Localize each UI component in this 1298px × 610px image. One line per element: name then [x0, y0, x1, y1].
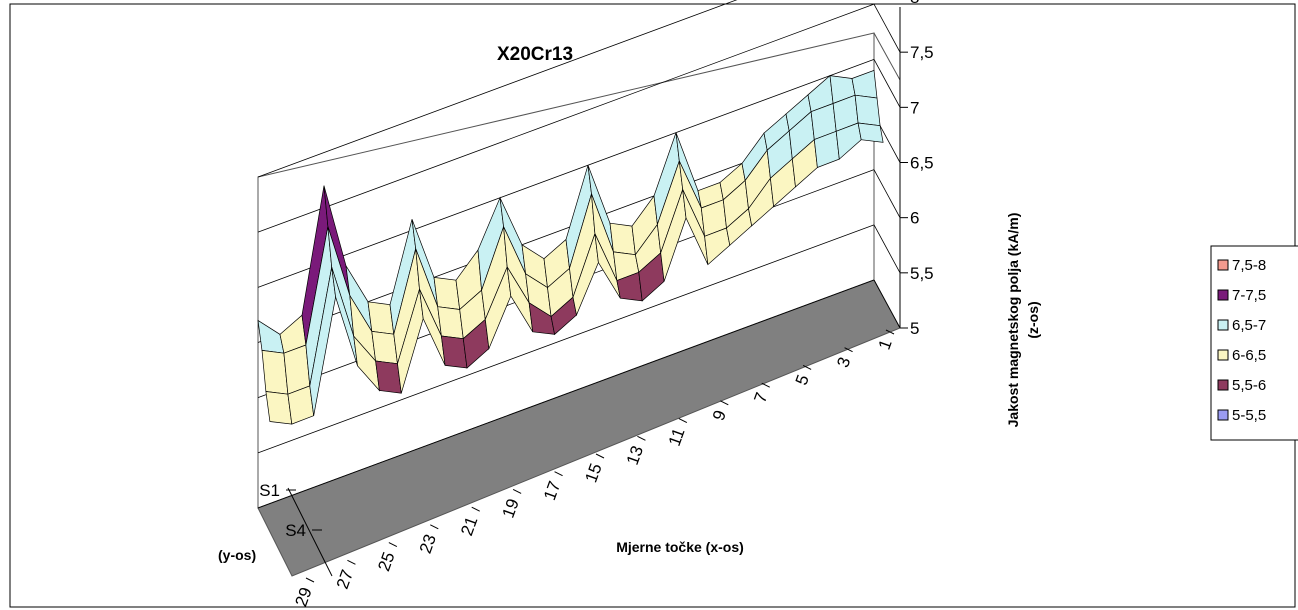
x-tick-mark — [430, 524, 439, 530]
chart-title: X20Cr13 — [497, 44, 573, 65]
z-axis-title: Jakost magnetskog polja (kA/m) — [1005, 213, 1021, 428]
legend-box — [1210, 245, 1298, 441]
surface-cell — [433, 276, 461, 310]
z-axis-ticks: 5 5,5 6 6,5 7 7,5 8 — [899, 0, 934, 338]
gridline — [257, 3, 875, 233]
surface-plot — [257, 69, 884, 425]
z-tick-label: 6,5 — [910, 154, 934, 173]
x-tick-mark — [802, 364, 812, 370]
legend-label: 5,5-6 — [1232, 377, 1266, 394]
x-tick-mark — [637, 435, 646, 441]
surface-cell — [857, 122, 884, 143]
x-tick-label: 11 — [665, 425, 689, 448]
x-tick-mark — [678, 418, 688, 424]
y-axis-line — [287, 487, 333, 577]
legend-label: 7-7,5 — [1232, 287, 1266, 304]
z-tick-label: 5,5 — [910, 264, 934, 283]
gridline-side — [873, 224, 901, 274]
x-tick-mark — [305, 577, 315, 583]
legend-swatch — [1217, 379, 1229, 391]
surface-cell — [440, 335, 468, 369]
legend-label: 7,5-8 — [1232, 257, 1266, 274]
z-axis-title-unit-line: (z-os) — [1025, 301, 1041, 338]
surface-cell — [854, 94, 881, 127]
y-tick-label: S1 — [259, 481, 280, 500]
legend-label: 6-6,5 — [1232, 347, 1266, 364]
z-tick-label: 8 — [910, 0, 919, 7]
z-tick-label: 7 — [910, 98, 919, 117]
y-tick-label: S4 — [285, 521, 306, 540]
y-axis-ticks: S1 S4 — [259, 481, 333, 577]
gridline-side — [873, 59, 901, 108]
x-tick-mark — [388, 542, 398, 548]
z-tick-label: 6 — [910, 209, 919, 228]
side-wall — [873, 32, 901, 329]
x-tick-mark — [595, 453, 605, 459]
z-tick-label: 5 — [910, 319, 919, 338]
x-tick-mark — [761, 382, 770, 388]
legend-swatch — [1217, 259, 1229, 271]
legend-label: 5-5,5 — [1232, 407, 1266, 424]
gridline — [257, 224, 875, 454]
surface-cell — [283, 344, 311, 395]
legend-swatch — [1217, 319, 1229, 331]
gridline-side — [873, 3, 901, 53]
legend-swatch — [1217, 349, 1229, 361]
legend-swatch — [1217, 409, 1229, 421]
x-axis-title: Mjerne točke (x-os) — [616, 539, 744, 555]
gridline-side — [873, 279, 901, 329]
surface-cell — [437, 306, 464, 340]
legend-label: 6,5-7 — [1232, 317, 1266, 334]
surface-cell — [609, 222, 636, 256]
legend: 7,5-8 7-7,5 6,5-7 6-6,5 5,5-6 5-5,5 — [1210, 245, 1298, 441]
x-tick-mark — [844, 347, 853, 353]
gridline — [257, 0, 738, 178]
surface-cell — [371, 330, 398, 365]
gridline-side — [873, 169, 901, 218]
x-tick-mark — [885, 329, 895, 335]
x-tick-mark — [554, 471, 563, 477]
x-tick-mark — [471, 506, 480, 512]
x-tick-mark — [512, 488, 522, 494]
gridline — [257, 279, 875, 509]
legend-swatch — [1217, 289, 1229, 301]
x-tick-mark — [720, 400, 729, 406]
gridline — [257, 58, 875, 288]
z-tick-label: 7,5 — [910, 43, 934, 62]
x-tick-mark — [347, 559, 356, 565]
y-axis-title: (y-os) — [218, 547, 256, 563]
